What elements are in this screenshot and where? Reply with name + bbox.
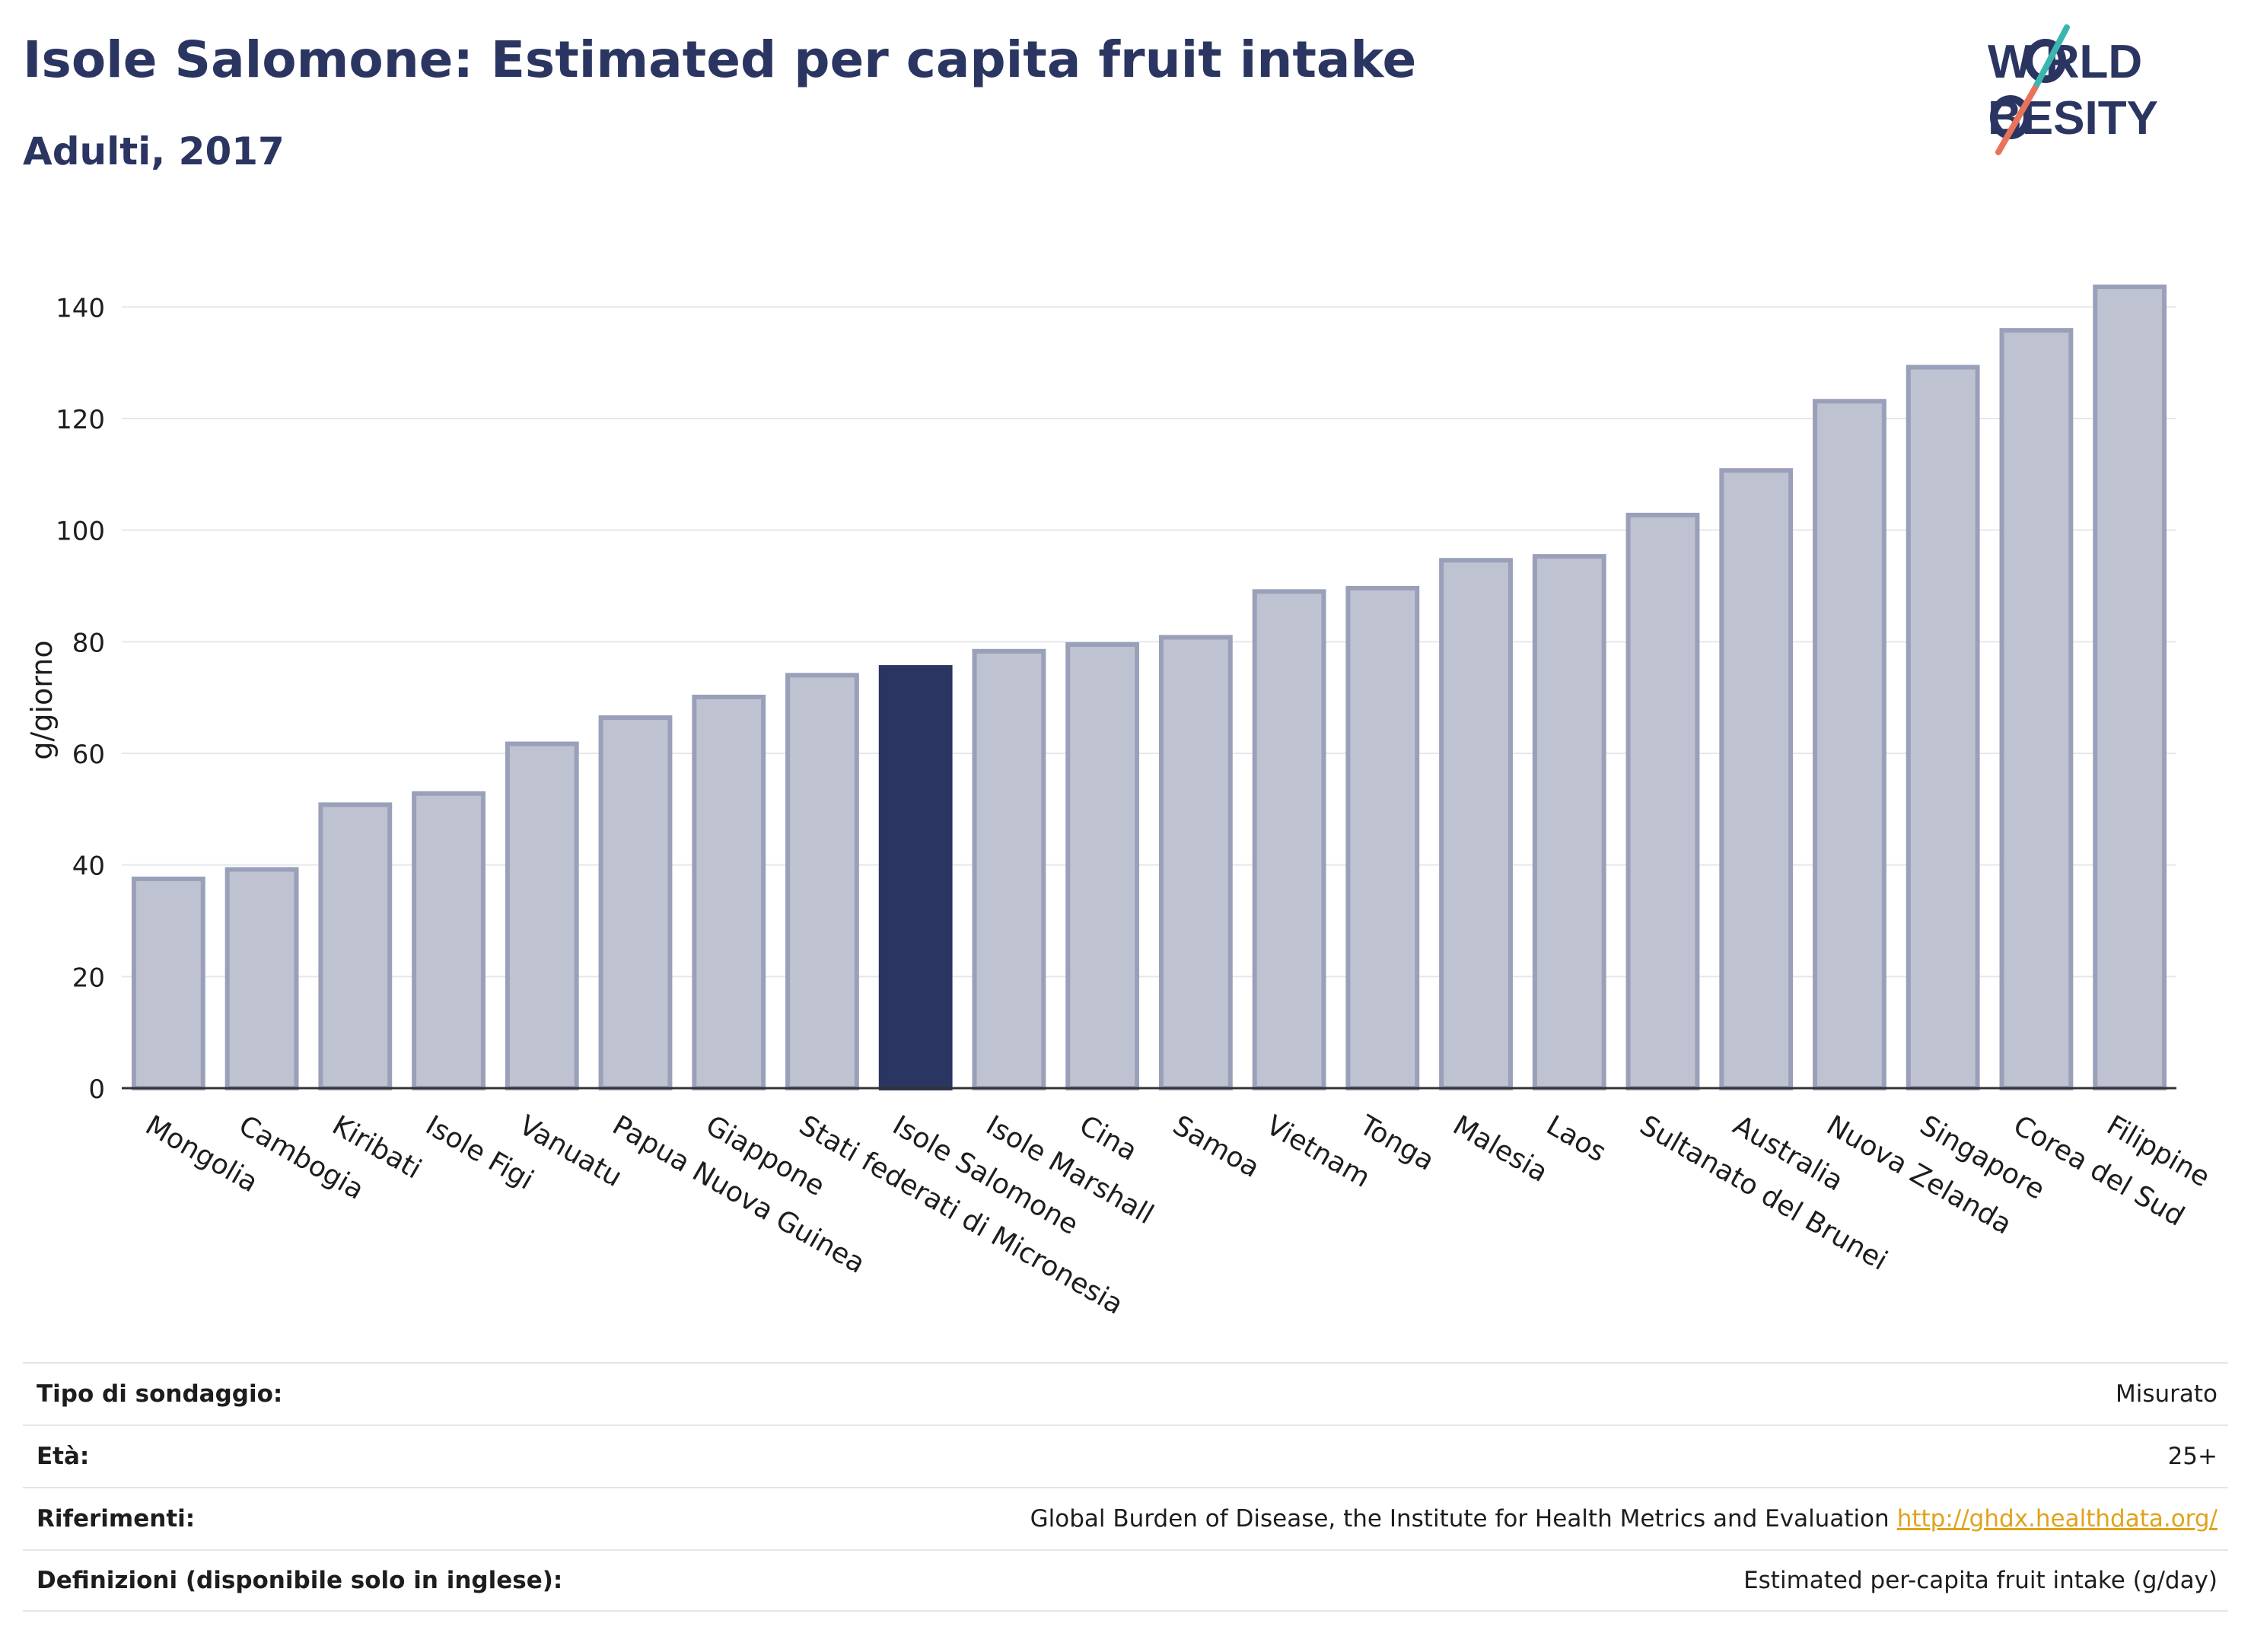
x-tick-label: Cina: [1074, 1109, 1142, 1167]
info-table: Tipo di sondaggio: Misurato Età: 25+ Riferim…: [23, 1362, 2228, 1612]
info-value-text: Estimated per-capita fruit intake (g/day…: [1743, 1567, 2218, 1594]
info-row: Tipo di sondaggio: Misurato: [23, 1362, 2228, 1424]
bar[interactable]: [2093, 284, 2167, 1090]
info-row: Età: 25+: [23, 1424, 2228, 1487]
bar[interactable]: [1719, 468, 1794, 1090]
y-tick-labels: 0 20 40 60 80 100 120 140: [56, 293, 105, 1105]
bars: [131, 284, 2167, 1091]
y-tick-label: 80: [72, 628, 105, 658]
info-label: Tipo di sondaggio:: [37, 1380, 283, 1408]
bar[interactable]: [1999, 328, 2074, 1090]
info-label: Riferimenti:: [37, 1505, 196, 1533]
world-obesity-logo[interactable]: W RLD BESITY: [1979, 23, 2237, 160]
info-value-text: Misurato: [2115, 1380, 2218, 1408]
bar[interactable]: [1158, 635, 1233, 1090]
x-tick-label: Vietnam: [1261, 1109, 1375, 1194]
bar[interactable]: [131, 877, 205, 1090]
y-tick-label: 60: [72, 740, 105, 770]
bar[interactable]: [1252, 589, 1326, 1090]
info-label: Definizioni (disponibile solo in inglese…: [37, 1567, 563, 1594]
logo-coral-stroke: [1995, 85, 2038, 155]
logo-teal-stroke: [2032, 24, 2070, 91]
bar[interactable]: [1345, 585, 1420, 1090]
y-tick-label: 0: [88, 1074, 105, 1105]
chart-subtitle: Adulti, 2017: [23, 129, 285, 173]
bar[interactable]: [972, 648, 1046, 1090]
info-value: 25+: [2168, 1443, 2218, 1470]
bar[interactable]: [598, 715, 673, 1090]
bar[interactable]: [1532, 554, 1606, 1090]
info-value-text: 25+: [2167, 1443, 2218, 1470]
logo-o-shape: [2025, 39, 2066, 83]
y-tick-label: 40: [72, 851, 105, 882]
bar[interactable]: [692, 694, 766, 1090]
x-tick-label: Laos: [1541, 1109, 1611, 1168]
reference-link[interactable]: http://ghdx.healthdata.org/: [1896, 1505, 2218, 1533]
x-tick-label: Isole Figi: [420, 1109, 539, 1195]
info-row: Definizioni (disponibile solo in inglese…: [23, 1549, 2228, 1612]
y-tick-label: 120: [56, 405, 105, 435]
chart-title: Isole Salomone: Estimated per capita fru…: [23, 30, 1417, 89]
bar[interactable]: [878, 665, 953, 1090]
y-tick-label: 140: [56, 293, 105, 323]
y-tick-label: 100: [56, 517, 105, 547]
bar[interactable]: [785, 673, 859, 1090]
bar[interactable]: [412, 791, 486, 1091]
bar[interactable]: [505, 741, 579, 1090]
x-tick-label: Malesia: [1447, 1109, 1552, 1189]
x-tick-label: Samoa: [1167, 1109, 1265, 1184]
bar[interactable]: [318, 802, 393, 1090]
y-tick-label: 20: [72, 963, 105, 993]
bar[interactable]: [1906, 364, 1980, 1090]
bar[interactable]: [1439, 558, 1513, 1090]
info-label: Età:: [37, 1443, 90, 1470]
bar[interactable]: [1813, 399, 1886, 1090]
info-value: Global Burden of Disease, the Institute …: [1030, 1505, 2218, 1533]
bar[interactable]: [1625, 512, 1700, 1090]
info-value: Misurato: [2116, 1380, 2218, 1408]
info-value: Estimated per-capita fruit intake (g/day…: [1743, 1567, 2218, 1594]
y-axis-label: g/giorno: [25, 640, 59, 759]
info-value-text: Global Burden of Disease, the Institute …: [1030, 1505, 1890, 1533]
bar[interactable]: [224, 867, 299, 1090]
info-row: Riferimenti: Global Burden of Disease, th…: [23, 1487, 2228, 1549]
bar[interactable]: [1065, 642, 1140, 1090]
bar-chart: 0 20 40 60 80 100 120 140 MongoliaCambogiaKirib…: [25, 284, 2215, 1321]
